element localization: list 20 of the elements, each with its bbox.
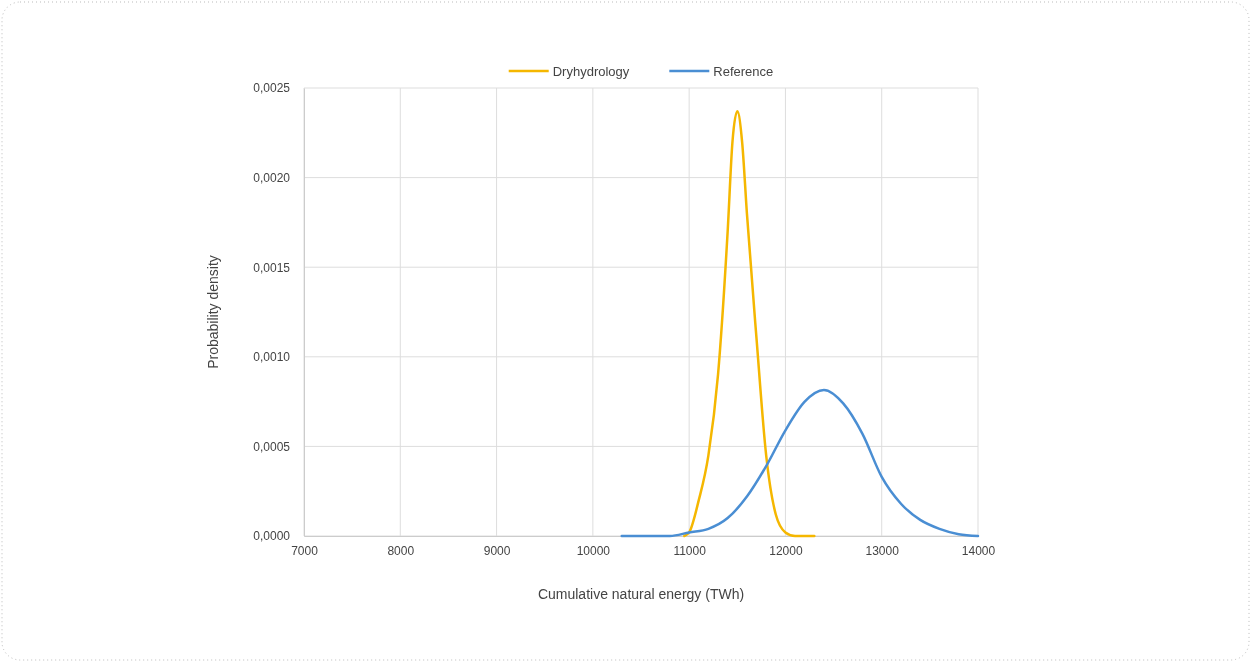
y-tick-label: 0,0025 [253,81,291,96]
y-tick-label: 0,0010 [253,350,291,365]
y-axis-title: Probability density [205,255,221,369]
x-tick-label: 13000 [865,543,900,558]
line-series [683,110,816,538]
line-series [620,388,980,538]
legend-label: Dryhydrology [552,64,630,79]
y-tick-label: 0,0000 [253,529,291,544]
x-tick-label: 9000 [483,543,511,558]
x-axis-title: Cumulative natural energy (TWh) [537,586,745,602]
x-tick-label: 14000 [961,543,996,558]
x-tick-label: 10000 [576,543,611,558]
y-tick-label: 0,0005 [253,439,291,454]
x-tick-label: 11000 [673,543,707,558]
x-tick-label: 12000 [769,543,803,558]
legend-label: Reference [713,64,774,79]
x-tick-label: 8000 [387,543,415,558]
y-tick-label: 0,0020 [253,170,291,185]
y-tick-label: 0,0015 [253,260,291,275]
x-tick-label: 7000 [291,543,319,558]
